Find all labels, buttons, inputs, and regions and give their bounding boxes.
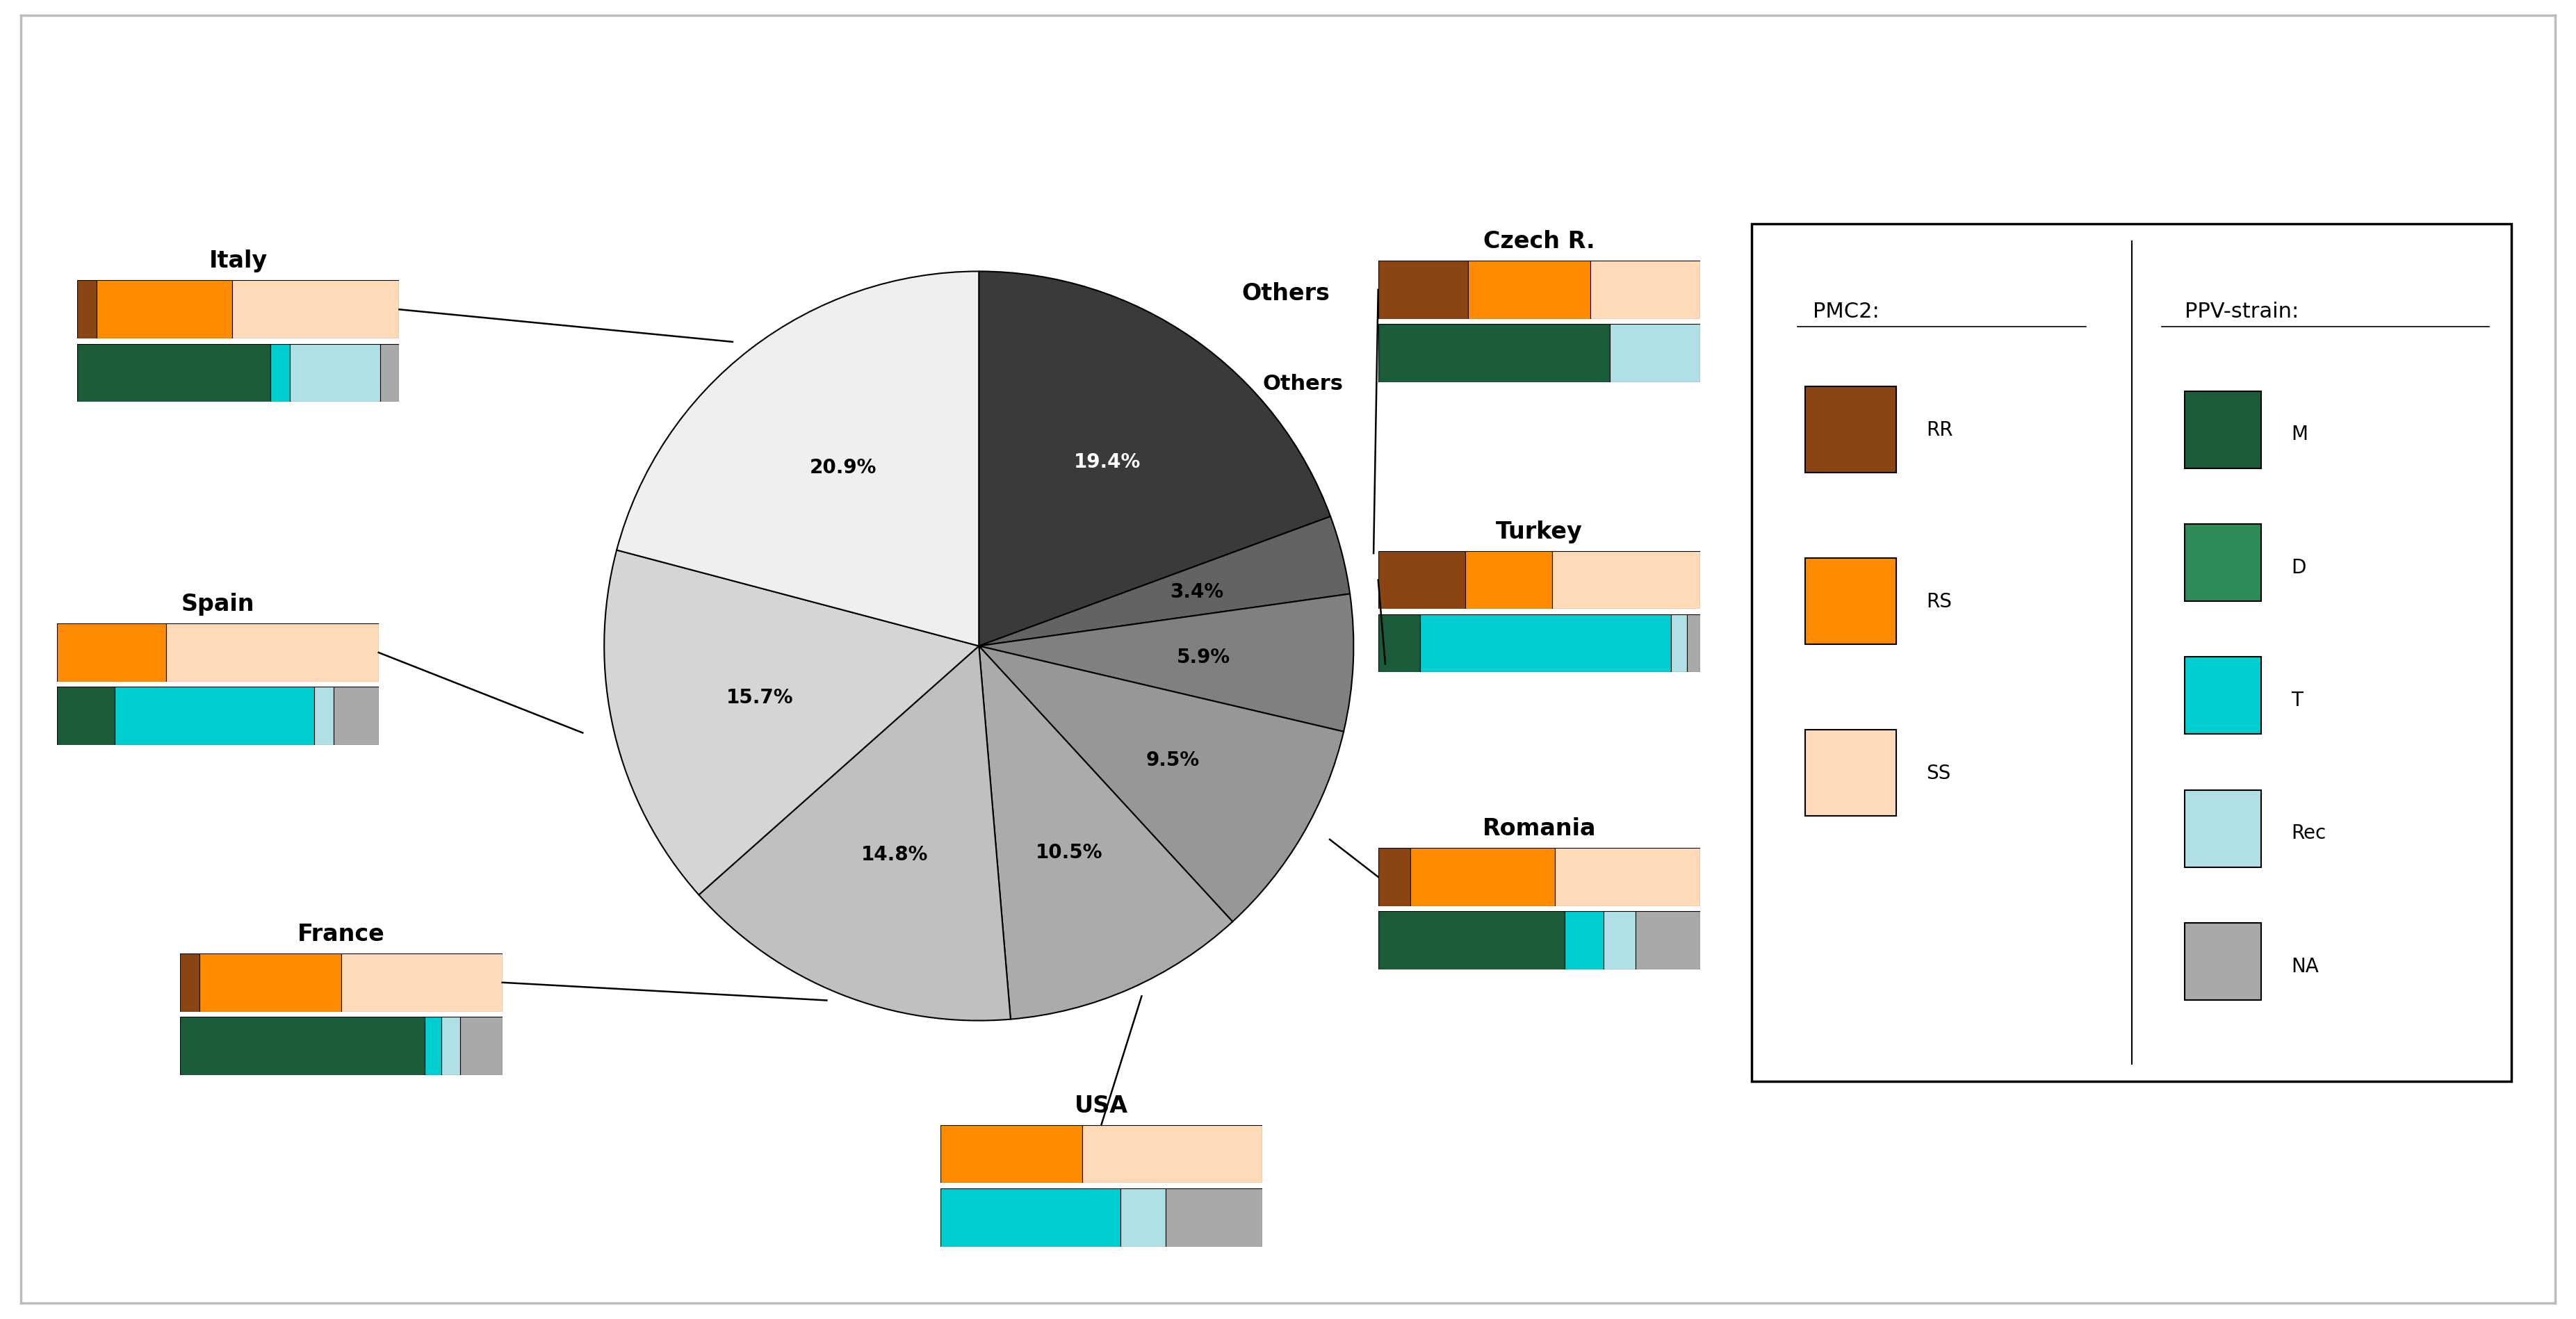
Text: D: D bbox=[2290, 558, 2306, 576]
Text: T: T bbox=[2290, 690, 2303, 710]
FancyBboxPatch shape bbox=[1806, 731, 1896, 815]
Text: Rec: Rec bbox=[2290, 823, 2326, 843]
Text: Romania: Romania bbox=[1481, 816, 1597, 840]
Bar bbox=[314, 687, 335, 745]
Bar bbox=[1419, 615, 1672, 673]
Text: 20.9%: 20.9% bbox=[809, 458, 876, 477]
FancyBboxPatch shape bbox=[1752, 224, 2512, 1082]
Bar bbox=[113, 687, 314, 745]
Bar bbox=[1589, 261, 1700, 319]
Bar bbox=[180, 1017, 425, 1075]
Wedge shape bbox=[979, 272, 1329, 646]
Bar bbox=[1082, 1125, 1262, 1183]
FancyBboxPatch shape bbox=[2184, 923, 2262, 1000]
FancyBboxPatch shape bbox=[2184, 790, 2262, 868]
Text: USA: USA bbox=[1074, 1093, 1128, 1117]
Bar bbox=[379, 344, 399, 402]
Bar bbox=[57, 624, 165, 682]
Bar bbox=[940, 1188, 1121, 1246]
Bar bbox=[1602, 911, 1636, 969]
FancyBboxPatch shape bbox=[1806, 559, 1896, 644]
Bar bbox=[1636, 911, 1700, 969]
Bar bbox=[425, 1017, 440, 1075]
Bar bbox=[201, 954, 343, 1012]
Text: Others: Others bbox=[1262, 373, 1342, 394]
Bar bbox=[1412, 848, 1556, 906]
Text: SS: SS bbox=[1927, 764, 1950, 782]
Bar bbox=[940, 1125, 1082, 1183]
Wedge shape bbox=[979, 594, 1352, 732]
Bar bbox=[1378, 615, 1419, 673]
Bar bbox=[335, 687, 379, 745]
Bar bbox=[1566, 911, 1602, 969]
Text: Others: Others bbox=[1242, 282, 1329, 305]
FancyBboxPatch shape bbox=[1806, 388, 1896, 474]
Bar bbox=[1687, 615, 1700, 673]
Bar bbox=[1551, 551, 1700, 609]
Bar bbox=[1466, 551, 1551, 609]
Bar bbox=[57, 687, 113, 745]
Text: RR: RR bbox=[1927, 421, 1953, 439]
Bar bbox=[1556, 848, 1700, 906]
FancyBboxPatch shape bbox=[2184, 657, 2262, 735]
Text: 19.4%: 19.4% bbox=[1074, 452, 1141, 472]
Text: Czech R.: Czech R. bbox=[1484, 230, 1595, 253]
Bar bbox=[1378, 261, 1468, 319]
Text: PPV-strain:: PPV-strain: bbox=[2184, 302, 2298, 322]
Text: 10.5%: 10.5% bbox=[1036, 843, 1103, 861]
Text: France: France bbox=[299, 922, 384, 946]
Text: 3.4%: 3.4% bbox=[1170, 582, 1224, 601]
Bar bbox=[1378, 911, 1566, 969]
Text: RS: RS bbox=[1927, 592, 1953, 611]
Text: 5.9%: 5.9% bbox=[1177, 648, 1231, 666]
Bar bbox=[1121, 1188, 1167, 1246]
FancyBboxPatch shape bbox=[2184, 525, 2262, 601]
Text: 9.5%: 9.5% bbox=[1146, 751, 1200, 770]
Bar bbox=[232, 281, 399, 339]
Bar bbox=[1378, 848, 1412, 906]
Wedge shape bbox=[979, 646, 1231, 1020]
Bar bbox=[98, 281, 232, 339]
Bar bbox=[1468, 261, 1589, 319]
Text: 14.8%: 14.8% bbox=[860, 845, 927, 864]
Bar bbox=[289, 344, 381, 402]
Text: Turkey: Turkey bbox=[1497, 520, 1582, 543]
FancyBboxPatch shape bbox=[2184, 392, 2262, 468]
Text: PMC2:: PMC2: bbox=[1814, 302, 1878, 322]
Bar bbox=[440, 1017, 461, 1075]
Wedge shape bbox=[605, 550, 979, 896]
Wedge shape bbox=[979, 517, 1350, 646]
Bar bbox=[77, 344, 270, 402]
Bar bbox=[1378, 324, 1610, 383]
Text: NA: NA bbox=[2290, 956, 2318, 976]
Bar bbox=[165, 624, 379, 682]
Bar bbox=[1610, 324, 1700, 383]
Bar bbox=[461, 1017, 502, 1075]
Bar bbox=[343, 954, 502, 1012]
Text: Italy: Italy bbox=[209, 249, 268, 273]
Bar bbox=[77, 281, 98, 339]
Wedge shape bbox=[698, 646, 1010, 1021]
Text: 15.7%: 15.7% bbox=[726, 687, 793, 707]
Text: Spain: Spain bbox=[180, 592, 255, 616]
Bar bbox=[1167, 1188, 1262, 1246]
Bar bbox=[1378, 551, 1466, 609]
Bar bbox=[180, 954, 201, 1012]
Wedge shape bbox=[616, 272, 979, 646]
Wedge shape bbox=[979, 646, 1345, 922]
Bar bbox=[1672, 615, 1687, 673]
Bar bbox=[270, 344, 289, 402]
Text: M: M bbox=[2290, 425, 2308, 445]
